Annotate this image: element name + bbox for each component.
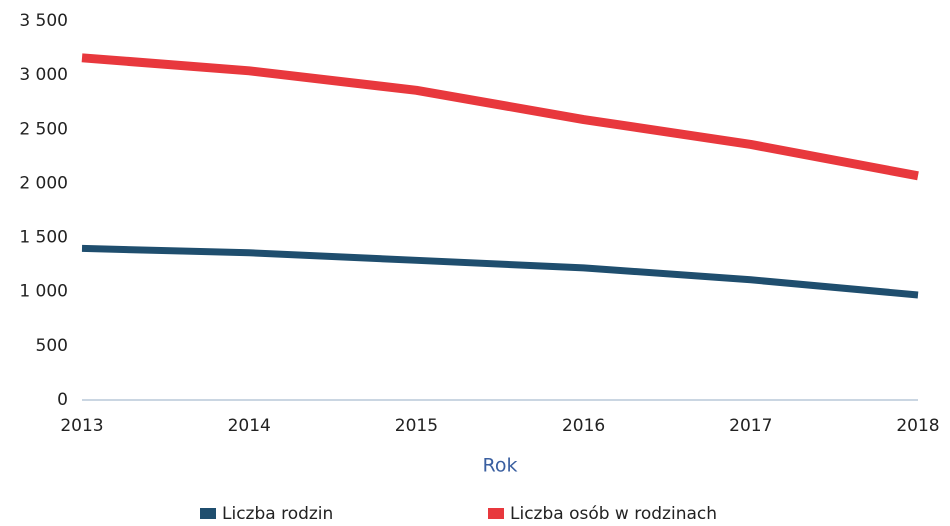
x-tick-label: 2016	[562, 416, 605, 436]
y-tick-label: 0	[57, 390, 68, 410]
legend-swatch	[488, 508, 504, 519]
series-line	[81, 244, 919, 299]
y-tick-label: 2 000	[19, 173, 68, 193]
x-tick-label: 2018	[896, 416, 939, 436]
y-tick-label: 3 000	[19, 65, 68, 85]
legend-swatch	[200, 508, 216, 519]
x-tick-label: 2017	[729, 416, 772, 436]
x-axis-label: Rok	[483, 455, 518, 477]
y-tick-label: 3 500	[19, 11, 68, 31]
y-tick-label: 500	[36, 336, 68, 356]
y-tick-label: 1 500	[19, 228, 68, 248]
x-tick-label: 2013	[60, 416, 103, 436]
legend-label: Liczba rodzin	[222, 504, 333, 524]
x-tick-label: 2015	[395, 416, 438, 436]
x-tick-label: 2014	[228, 416, 271, 436]
legend-label: Liczba osób w rodzinach	[510, 504, 717, 524]
y-tick-label: 1 000	[19, 282, 68, 302]
y-tick-label: 2 500	[19, 119, 68, 139]
series-line	[81, 53, 919, 181]
